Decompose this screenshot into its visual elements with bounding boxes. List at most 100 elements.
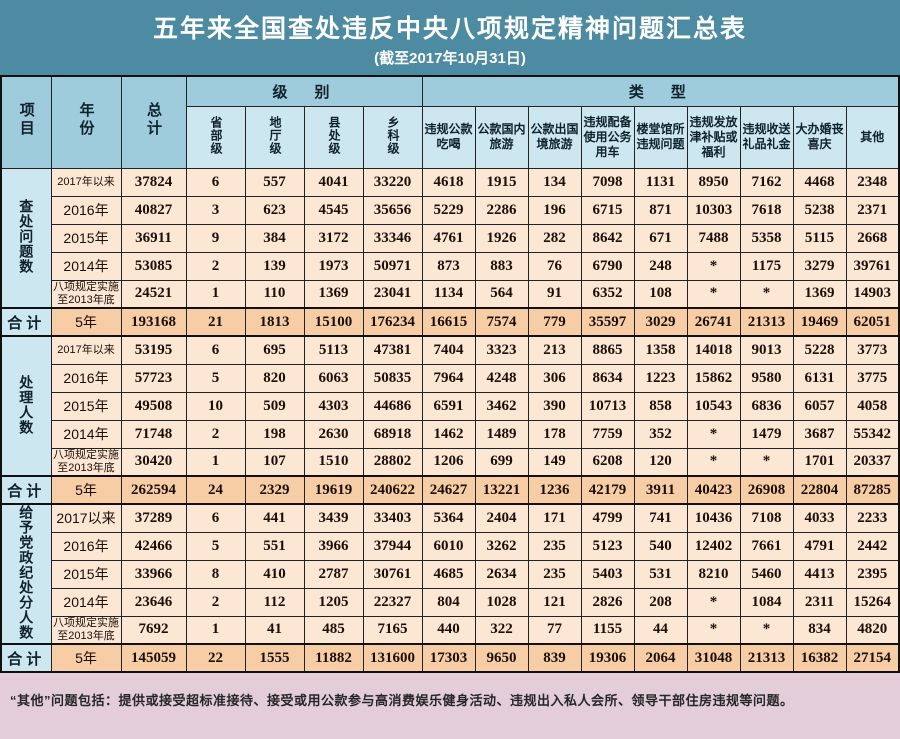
data-cell: 5 (185, 363, 246, 393)
data-cell: 14018 (686, 335, 741, 365)
year-cell: 2015年 (50, 559, 122, 589)
total-year-cell: 5年 (50, 475, 122, 505)
data-cell: 531 (633, 559, 688, 589)
total-data-cell: 21313 (739, 307, 794, 337)
data-cell: 1369 (303, 279, 364, 309)
block-label: 查处问题数 (0, 167, 52, 309)
total-data-cell: 3029 (633, 307, 688, 337)
data-cell: 3462 (474, 391, 529, 421)
data-cell: 699 (474, 447, 529, 477)
data-cell: 50971 (362, 251, 423, 281)
data-cell: 2787 (303, 559, 364, 589)
data-cell: * (739, 447, 794, 477)
data-cell: 7162 (739, 167, 794, 197)
total-data-cell: 131600 (362, 643, 423, 673)
data-cell: 4248 (474, 363, 529, 393)
data-cell: 47381 (362, 335, 423, 365)
data-cell: 6352 (580, 279, 635, 309)
total-data-cell: 31048 (686, 643, 741, 673)
year-cell: 八项规定实施至2013年底 (50, 615, 122, 645)
data-cell: 213 (527, 335, 582, 365)
data-cell: 5123 (580, 531, 635, 561)
data-cell: 1915 (474, 167, 529, 197)
col-header-level-text: 县处级 (327, 115, 341, 155)
data-cell: 7488 (686, 223, 741, 253)
year-cell: 2016年 (50, 195, 122, 225)
data-cell: 3966 (303, 531, 364, 561)
total-data-cell: 1555 (244, 643, 305, 673)
col-header-type: 公款国内旅游 (474, 105, 529, 169)
data-cell: 6057 (792, 391, 847, 421)
table-body: 查处问题数 2017年以来 37824 6 557 4041 33220 4618 1915 13… (0, 167, 900, 673)
total-row-label: 合计 (0, 307, 52, 337)
data-cell: * (739, 279, 794, 309)
data-cell: 1205 (303, 587, 364, 617)
data-cell: 28802 (362, 447, 423, 477)
data-cell: * (686, 279, 741, 309)
total-data-cell: 240622 (362, 475, 423, 505)
total-data-cell: 27154 (845, 643, 900, 673)
total-data-cell: 262594 (120, 475, 187, 505)
data-cell: 4618 (421, 167, 476, 197)
data-cell: 564 (474, 279, 529, 309)
data-cell: 4468 (792, 167, 847, 197)
data-cell: 1134 (421, 279, 476, 309)
data-cell: 2668 (845, 223, 900, 253)
data-cell: 6 (185, 167, 246, 197)
data-cell: 40827 (120, 195, 187, 225)
table-row: 2015年 49508 10 509 4303 44686 6591 3462 390 10713… (1, 391, 900, 421)
data-cell: 68918 (362, 419, 423, 449)
data-cell: 235 (527, 559, 582, 589)
data-cell: 2630 (303, 419, 364, 449)
data-cell: 171 (527, 503, 582, 533)
data-cell: 9013 (739, 335, 794, 365)
data-cell: * (686, 587, 741, 617)
data-cell: 1 (185, 447, 246, 477)
data-cell: 1926 (474, 223, 529, 253)
data-cell: 390 (527, 391, 582, 421)
data-cell: 198 (244, 419, 305, 449)
total-data-cell: 7574 (474, 307, 529, 337)
data-cell: 33403 (362, 503, 423, 533)
col-header-year: 年份 (50, 75, 122, 169)
table-row: 2014年 53085 2 139 1973 50971 873 883 76 6790 248 * 1… (1, 251, 900, 281)
footnote: “其他”问题包括：提供或接受超标准接待、接受或用公款参与高消费娱乐健身活动、违规… (0, 673, 900, 739)
data-cell: 3323 (474, 335, 529, 365)
data-cell: 108 (633, 279, 688, 309)
table-row: 查处问题数 2017年以来 37824 6 557 4041 33220 4618 1915 13… (0, 167, 900, 309)
data-cell: 23646 (120, 587, 187, 617)
data-cell: 3172 (303, 223, 364, 253)
data-cell: 5115 (792, 223, 847, 253)
data-cell: 8950 (686, 167, 741, 197)
total-data-cell: 21 (185, 307, 246, 337)
data-cell: 33220 (362, 167, 423, 197)
data-cell: 557 (244, 167, 305, 197)
total-row: 合计 5年 193168 21 1813 15100 176234 16615 7574 779 3… (0, 307, 900, 337)
data-cell: 121 (527, 587, 582, 617)
total-data-cell: 26741 (686, 307, 741, 337)
block-label-text: 给予党政纪处分人数 (18, 505, 35, 640)
data-cell: 41 (244, 615, 305, 645)
data-cell: 6836 (739, 391, 794, 421)
col-header-item-text: 项目 (17, 102, 35, 139)
data-cell: 6 (185, 335, 246, 365)
data-cell: 322 (474, 615, 529, 645)
total-data-cell: 87285 (845, 475, 900, 505)
data-cell: 6591 (421, 391, 476, 421)
data-cell: 20337 (845, 447, 900, 477)
data-cell: 551 (244, 531, 305, 561)
data-cell: 2 (185, 251, 246, 281)
data-cell: 2404 (474, 503, 529, 533)
data-cell: 1369 (792, 279, 847, 309)
data-cell: 4041 (303, 167, 364, 197)
data-cell: 2442 (845, 531, 900, 561)
table-row: 八项规定实施至2013年底 30420 1 107 1510 28802 1206 699 14… (1, 447, 900, 477)
col-header-level: 地厅级 (244, 105, 305, 169)
data-cell: 6063 (303, 363, 364, 393)
data-cell: 6 (185, 503, 246, 533)
data-cell: 4033 (792, 503, 847, 533)
total-year-cell: 5年 (50, 643, 122, 673)
data-cell: 208 (633, 587, 688, 617)
col-header-level-text: 地厅级 (268, 115, 282, 155)
data-cell: 107 (244, 447, 305, 477)
